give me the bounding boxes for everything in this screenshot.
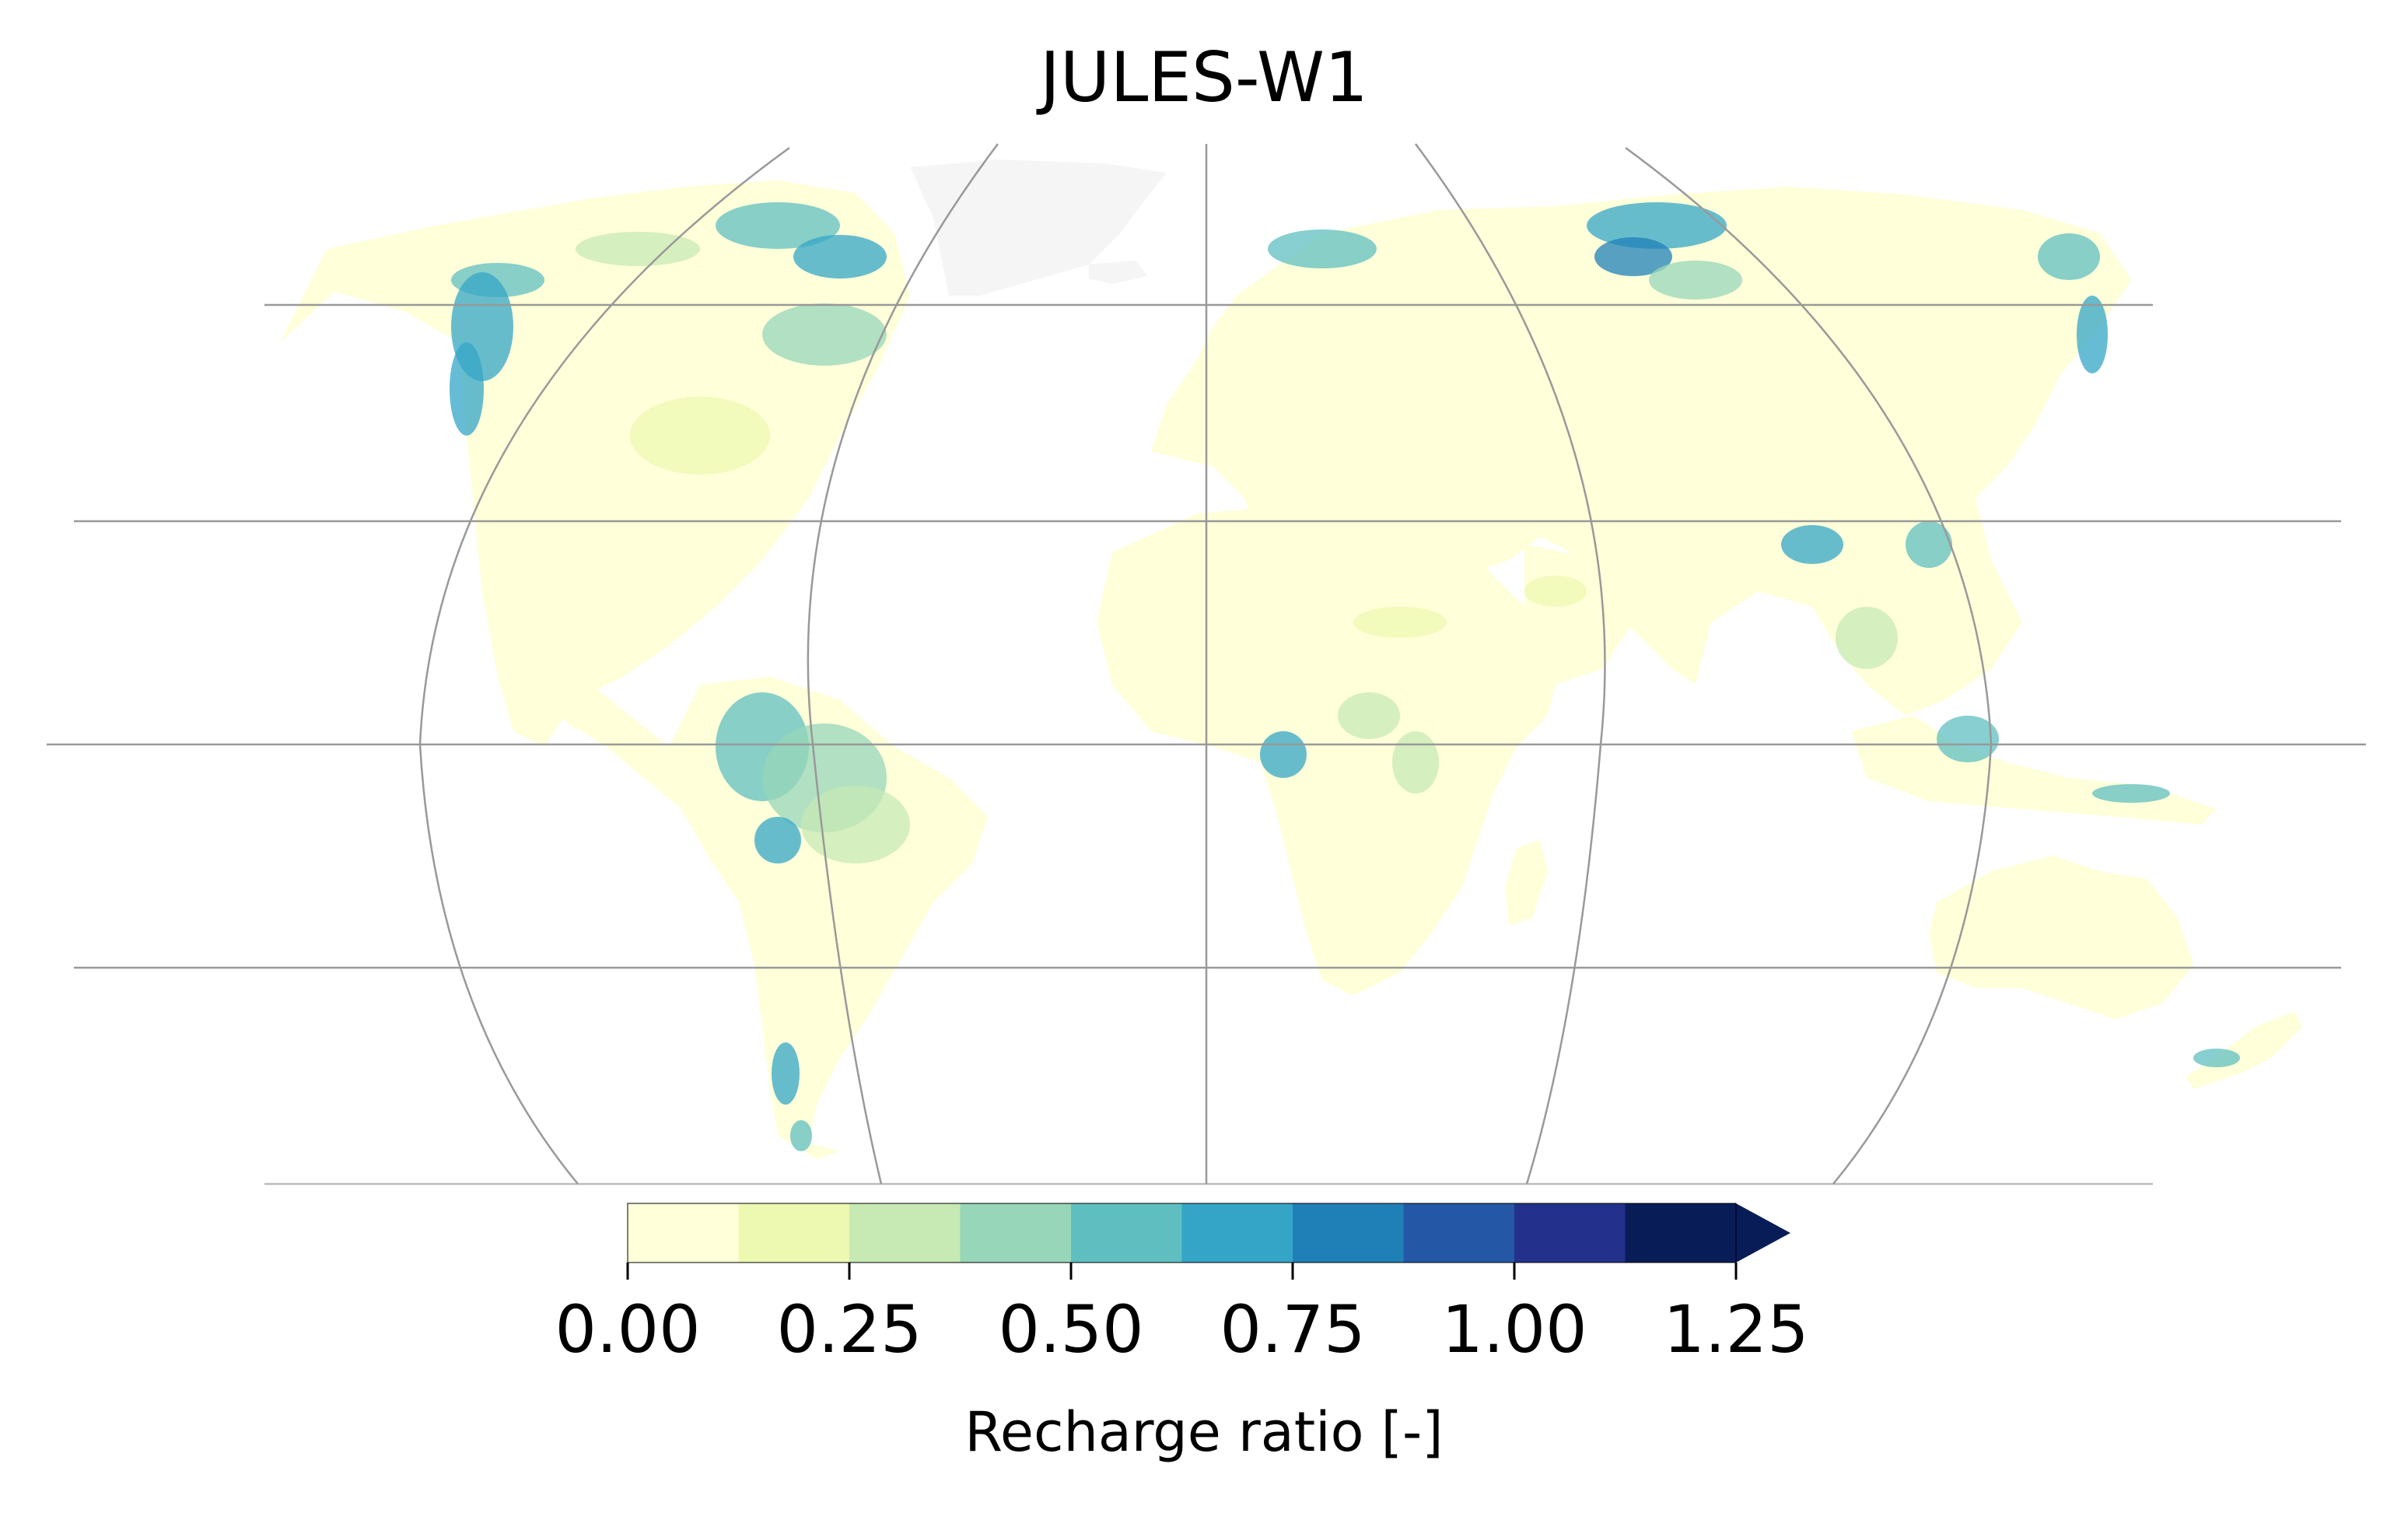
colorbar-tick-label: 0.75: [1220, 1291, 1366, 1368]
recharge-hotspot: [2077, 296, 2108, 373]
colorbar-segment: [1625, 1203, 1737, 1263]
colorbar-tick-label: 0.00: [555, 1291, 701, 1368]
recharge-hotspot: [2092, 784, 2170, 803]
recharge-hotspot: [790, 1120, 812, 1151]
recharge-hotspot: [1268, 229, 1377, 268]
recharge-hotspot: [772, 1042, 800, 1105]
land-maritime-asia: [1851, 716, 2217, 825]
recharge-hotspot: [1353, 607, 1447, 638]
recharge-hotspot: [1392, 731, 1439, 793]
colorbar-segment: [1181, 1203, 1293, 1263]
recharge-hotspot: [793, 235, 887, 278]
land-layer: [280, 159, 2302, 1159]
colorbar-tick-label: 1.00: [1441, 1291, 1587, 1368]
land-africa: [1097, 506, 1556, 996]
colorbar-segment: [1403, 1203, 1515, 1263]
recharge-hotspot: [762, 303, 887, 366]
meridian-120w: [418, 146, 790, 1185]
recharge-hotspot: [630, 397, 770, 475]
recharge-hotspot: [1781, 525, 1843, 564]
recharge-hotspot: [1338, 692, 1400, 739]
recharge-hotspot: [801, 786, 910, 863]
colorbar-tick-label: 0.25: [776, 1291, 922, 1368]
colorbar-segment: [1071, 1203, 1182, 1263]
recharge-hotspot: [754, 817, 801, 863]
recharge-hotspots: [450, 202, 2240, 1151]
recharge-hotspot: [2193, 1049, 2240, 1067]
recharge-hotspot: [1260, 731, 1307, 778]
colorbar-segment: [738, 1203, 850, 1263]
recharge-hotspot: [1937, 716, 1999, 762]
colorbar-tick-label: 1.25: [1663, 1291, 1809, 1368]
colorbar-segment: [1293, 1203, 1404, 1263]
recharge-hotspot: [1649, 261, 1742, 299]
land-australia: [1929, 856, 2193, 1019]
map-title: JULES-W1: [1039, 37, 1369, 117]
colorbar-segment: [628, 1203, 739, 1263]
colorbar-segment: [1514, 1203, 1626, 1263]
recharge-hotspot: [716, 202, 840, 249]
recharge-hotspot: [450, 342, 484, 436]
colorbar-segment: [960, 1203, 1072, 1263]
graticule: [47, 143, 2366, 1186]
recharge-hotspot: [576, 232, 700, 266]
land-new-zealand: [2186, 1011, 2302, 1089]
recharge-hotspot: [1594, 237, 1672, 276]
colorbar-segment: [849, 1203, 961, 1263]
meridian-60e: [1414, 143, 1606, 1185]
recharge-hotspot: [1836, 607, 1898, 669]
land-north-america: [280, 180, 910, 747]
land-greenland: [910, 159, 1167, 296]
recharge-hotspot: [2038, 233, 2100, 280]
colorbar-extend-arrow: [1736, 1203, 1790, 1263]
recharge-hotspot: [1906, 521, 1952, 568]
colorbar-tick-label: 0.50: [998, 1291, 1144, 1368]
recharge-hotspot: [1524, 576, 1587, 607]
land-iceland: [1089, 261, 1147, 284]
meridian-120e: [1625, 146, 1993, 1185]
land-madagascar: [1505, 840, 1548, 926]
meridian-60w: [807, 143, 999, 1185]
colorbar: [626, 1203, 1790, 1280]
recharge-hotspot: [1587, 202, 1727, 249]
colorbar-label: Recharge ratio [-]: [964, 1400, 1444, 1464]
colorbar-outline: [627, 1203, 1737, 1263]
